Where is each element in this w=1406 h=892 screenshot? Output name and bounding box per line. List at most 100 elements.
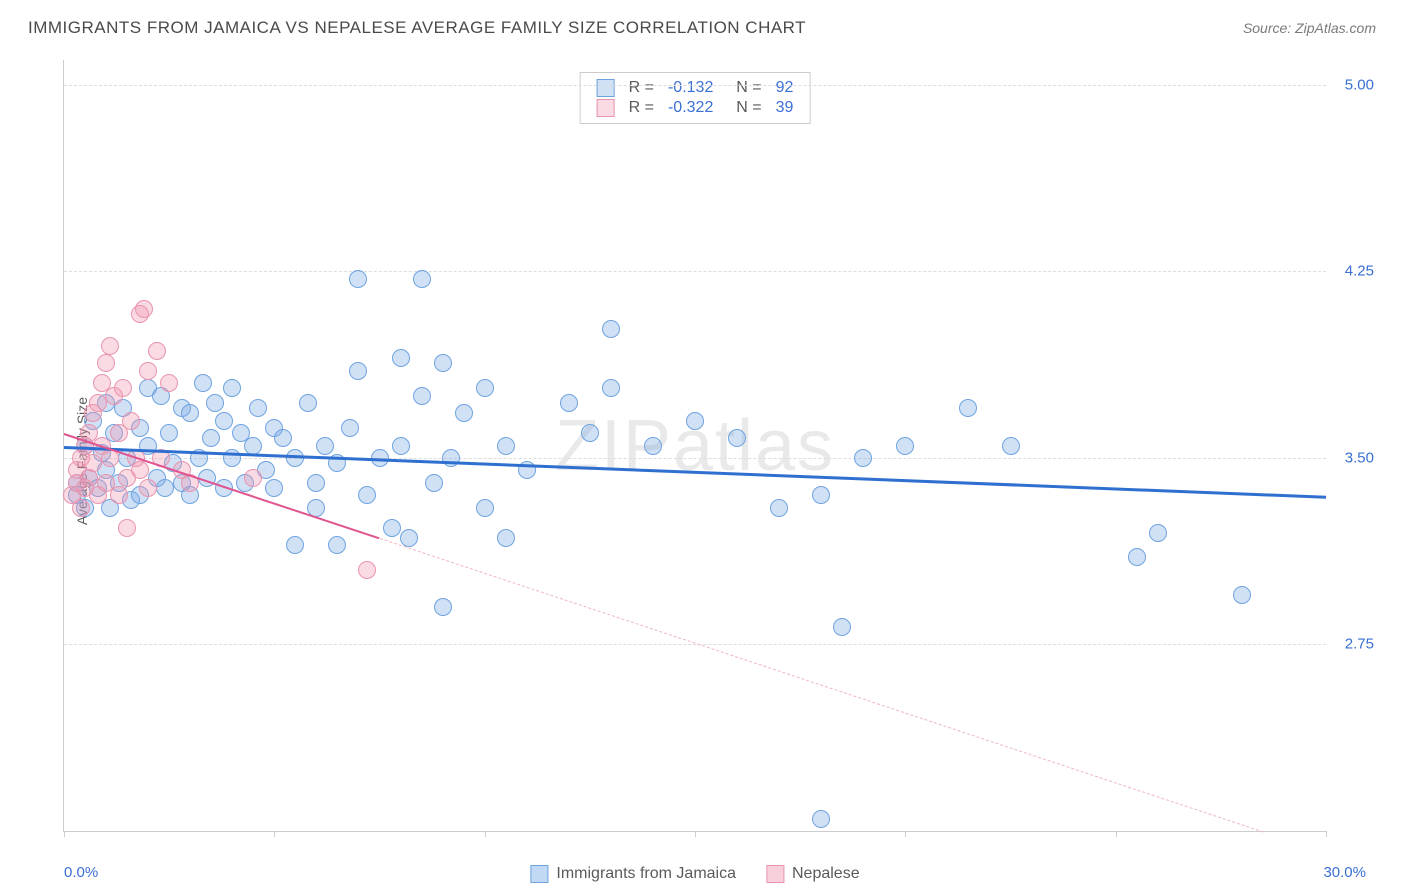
data-point [644,437,662,455]
data-point [101,337,119,355]
data-point [118,519,136,537]
data-point [148,342,166,360]
data-point [160,374,178,392]
stats-swatch [597,79,615,97]
data-point [328,536,346,554]
data-point [349,362,367,380]
data-point [122,412,140,430]
data-point [812,810,830,828]
data-point [728,429,746,447]
data-point [476,499,494,517]
y-tick-label: 3.50 [1345,449,1374,466]
x-tick [1116,831,1117,837]
data-point [72,499,90,517]
data-point [413,387,431,405]
data-point [602,379,620,397]
data-point [223,379,241,397]
data-point [97,354,115,372]
chart-title: IMMIGRANTS FROM JAMAICA VS NEPALESE AVER… [28,18,806,38]
x-tick [1326,831,1327,837]
data-point [400,529,418,547]
y-tick-label: 4.25 [1345,263,1374,280]
stats-row: R =-0.322 N =39 [597,99,794,117]
r-value: -0.132 [668,79,713,97]
data-point [1002,437,1020,455]
x-tick [64,831,65,837]
grid-line [64,644,1326,645]
data-point [434,354,452,372]
data-point [89,394,107,412]
data-point [455,404,473,422]
legend-item: Immigrants from Jamaica [530,865,736,883]
x-tick [274,831,275,837]
data-point [425,474,443,492]
data-point [581,424,599,442]
data-point [560,394,578,412]
data-point [341,419,359,437]
data-point [156,479,174,497]
data-point [812,486,830,504]
data-point [135,300,153,318]
data-point [160,424,178,442]
data-point [392,437,410,455]
legend-label: Immigrants from Jamaica [556,865,736,883]
chart-container: Average Family Size ZIPatlas R =-0.132 N… [28,50,1376,872]
data-point [1233,586,1251,604]
r-value: -0.322 [668,99,713,117]
data-point [770,499,788,517]
data-point [139,362,157,380]
data-point [1149,524,1167,542]
data-point [110,486,128,504]
data-point [349,270,367,288]
data-point [833,618,851,636]
data-point [602,320,620,338]
grid-line [64,271,1326,272]
data-point [686,412,704,430]
trend-line [379,538,1263,832]
data-point [299,394,317,412]
data-point [1128,548,1146,566]
legend-item: Nepalese [766,865,860,883]
data-point [131,461,149,479]
series-legend: Immigrants from Jamaica Nepalese [530,865,859,883]
legend-label: Nepalese [792,865,860,883]
data-point [249,399,267,417]
x-min-label: 0.0% [64,864,98,881]
data-point [215,412,233,430]
data-point [476,379,494,397]
data-point [307,474,325,492]
data-point [139,479,157,497]
data-point [206,394,224,412]
x-tick [485,831,486,837]
data-point [114,379,132,397]
grid-line [64,85,1326,86]
data-point [383,519,401,537]
data-point [244,469,262,487]
data-point [392,349,410,367]
data-point [959,399,977,417]
data-point [244,437,262,455]
data-point [202,429,220,447]
data-point [497,437,515,455]
y-tick-label: 2.75 [1345,636,1374,653]
n-value: 92 [776,79,794,97]
data-point [316,437,334,455]
data-point [434,598,452,616]
x-tick [905,831,906,837]
data-point [265,479,283,497]
data-point [181,404,199,422]
correlation-stats-box: R =-0.132 N =92 R =-0.322 N =39 [580,72,811,124]
data-point [497,529,515,547]
data-point [896,437,914,455]
data-point [413,270,431,288]
x-max-label: 30.0% [1323,864,1366,881]
legend-swatch [530,865,548,883]
data-point [194,374,212,392]
source-attribution: Source: ZipAtlas.com [1243,20,1376,36]
data-point [358,486,376,504]
n-value: 39 [776,99,794,117]
stats-row: R =-0.132 N =92 [597,79,794,97]
data-point [84,454,102,472]
data-point [286,536,304,554]
x-tick [695,831,696,837]
